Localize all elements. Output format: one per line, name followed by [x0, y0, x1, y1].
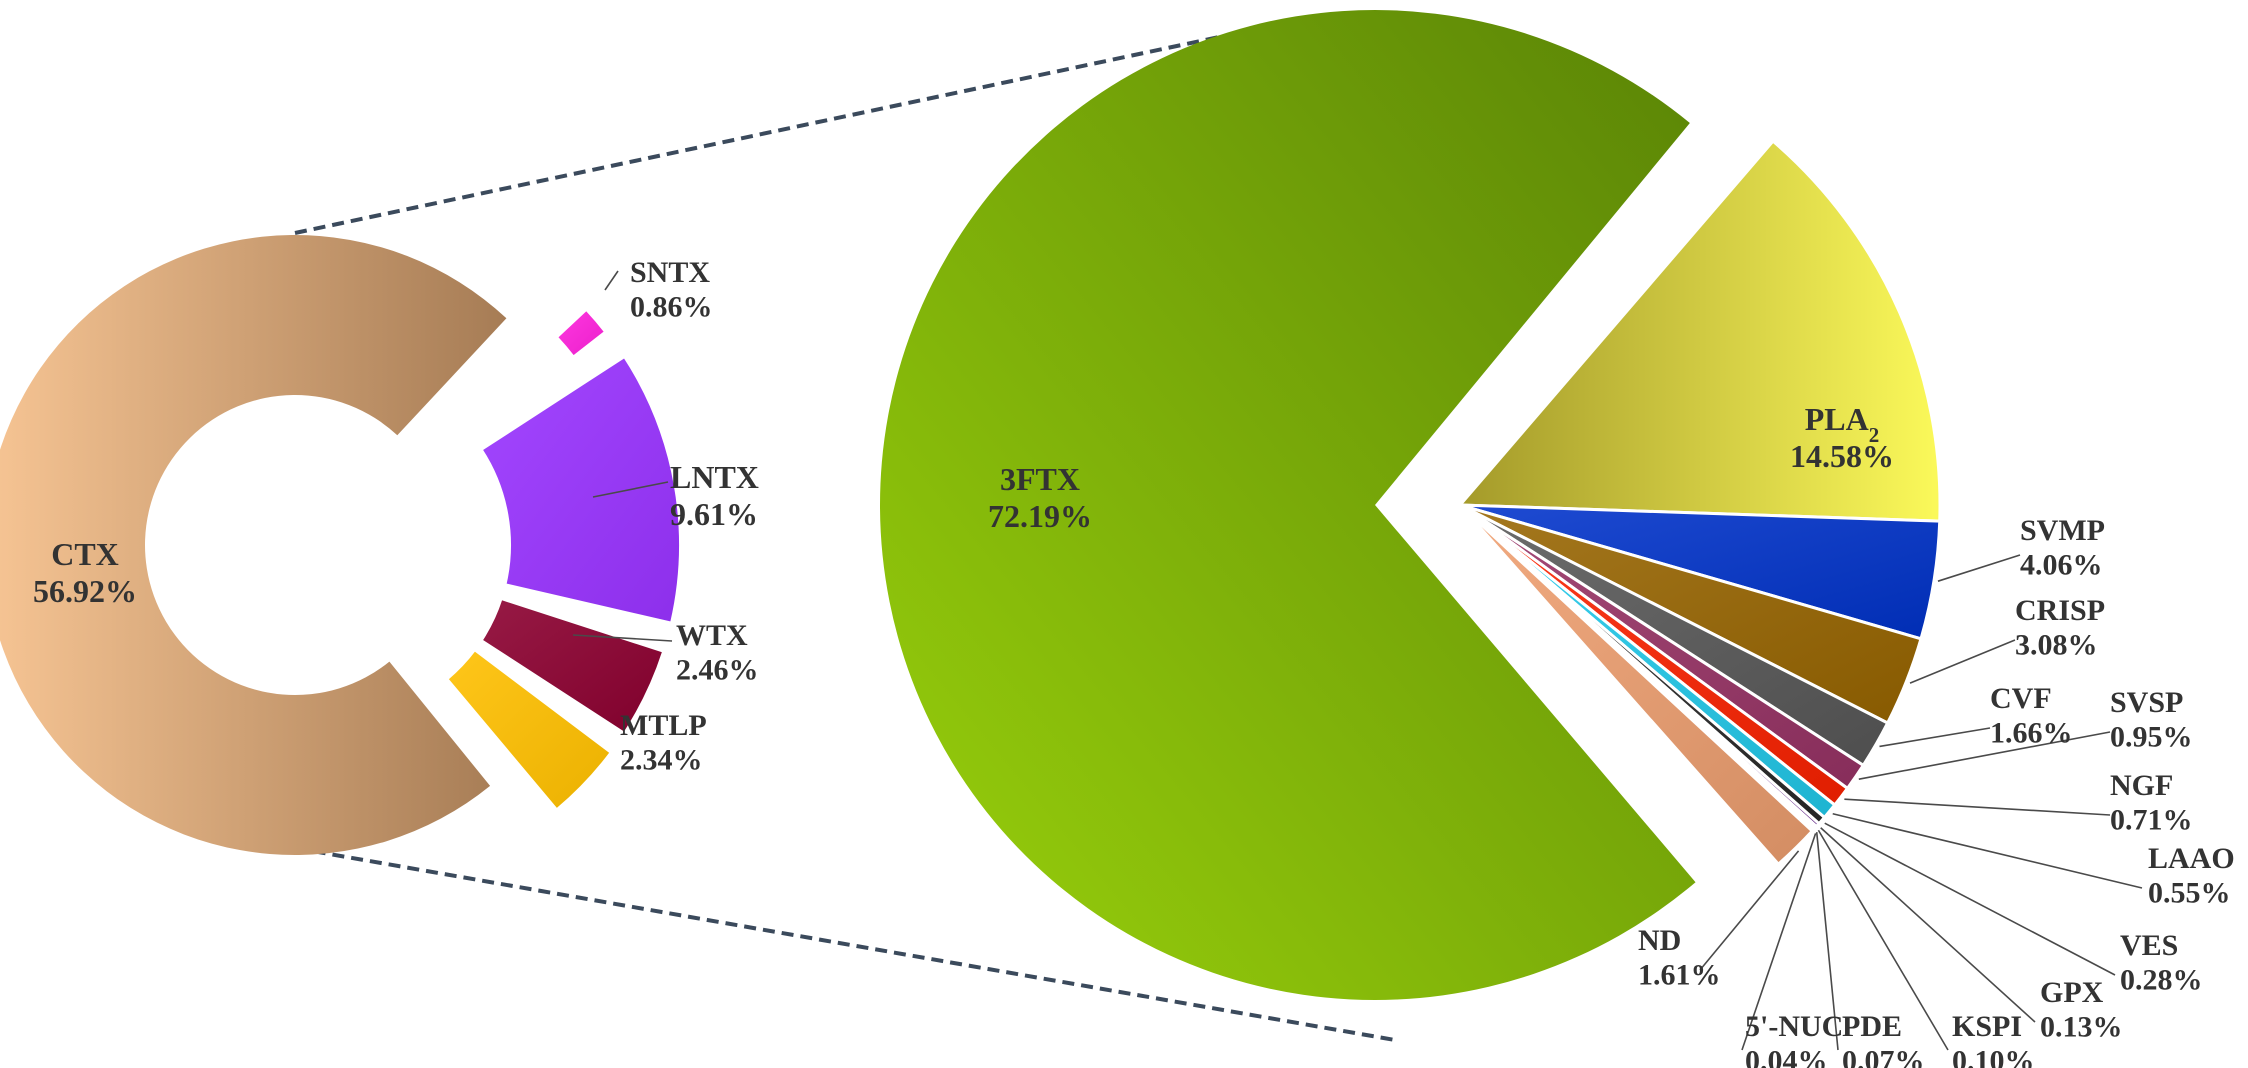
slice-crisp-label: CRISP 3.08%: [2015, 594, 2105, 662]
main-pie: [880, 9, 1942, 1000]
slice-mtlp: [446, 648, 612, 811]
slice-labels: 3FTX 72.19% PLA2 14.58% SVMP 4.06% CRISP 3.08% C…: [33, 256, 2235, 1068]
slice-kspi-leader: [1817, 829, 1949, 1051]
connector-top: [294, 20, 1291, 235]
slice-pla-label: PLA2 14.58%: [1790, 401, 1894, 474]
slice-mtlp-label: MTLP 2.34%: [620, 709, 707, 777]
slice-lntx: [480, 355, 681, 624]
slice-nd: [1458, 503, 1815, 867]
slice-ves-label: VES 0.28%: [2120, 929, 2203, 997]
slice-laao-leader: [1832, 813, 2143, 889]
leader-lines: [572, 270, 2143, 1051]
slice-lntx-label: LNTX 9.61%: [670, 459, 759, 532]
connector-bottom: [294, 846, 1396, 1042]
slice-ctx: [0, 235, 507, 855]
slice-crisp-leader: [1909, 639, 2016, 684]
zoom-connector-lines: [294, 20, 1396, 1042]
slice-wtx: [480, 597, 665, 735]
slice-lntx-leader: [592, 481, 669, 498]
slice-cvf-label: CVF 1.66%: [1990, 682, 2073, 750]
slice-gpx-leader: [1820, 827, 2036, 1023]
slice-sntx-leader: [604, 270, 619, 291]
slice-5-nuc-label: 5'-NUC 0.04%: [1745, 1010, 1843, 1068]
slice-pde-leader: [1815, 832, 1839, 1051]
slice-ves-leader: [1824, 822, 2116, 976]
slice-cvf-leader: [1879, 727, 1991, 748]
slice-pla: [1456, 138, 1942, 523]
slice-kspi-label: KSPI 0.10%: [1952, 1010, 2035, 1068]
slice-wtx-label: WTX 2.46%: [676, 619, 759, 687]
ctx-donut: [0, 235, 681, 855]
slice-svmp-label: SVMP 4.06%: [2020, 514, 2105, 582]
slice-pde-label: PDE 0.07%: [1842, 1010, 1925, 1068]
slice-wtx-leader: [572, 634, 673, 642]
slice-sntx-label: SNTX 0.86%: [630, 256, 713, 324]
slice-sntx: [555, 308, 607, 358]
slice-5-nuc-leader: [1741, 833, 1817, 1051]
slice-nd-leader: [1699, 850, 1800, 971]
slice-ngf-leader: [1844, 798, 2111, 816]
slice-nd-label: ND 1.61%: [1638, 924, 1721, 992]
slice-svsp-leader: [1858, 731, 2111, 781]
slice-svsp-label: SVSP 0.95%: [2110, 686, 2193, 754]
slice-ngf-label: NGF 0.71%: [2110, 769, 2193, 837]
slice-laao-label: LAAO 0.55%: [2148, 842, 2235, 910]
slice-ctx-label: CTX 56.92%: [33, 536, 137, 609]
slice-svmp-leader: [1937, 554, 2021, 582]
slice-3ftx: [880, 9, 1696, 1000]
slice-gpx-label: GPX 0.13%: [2040, 976, 2123, 1044]
slice-3ftx-label: 3FTX 72.19%: [988, 461, 1092, 534]
